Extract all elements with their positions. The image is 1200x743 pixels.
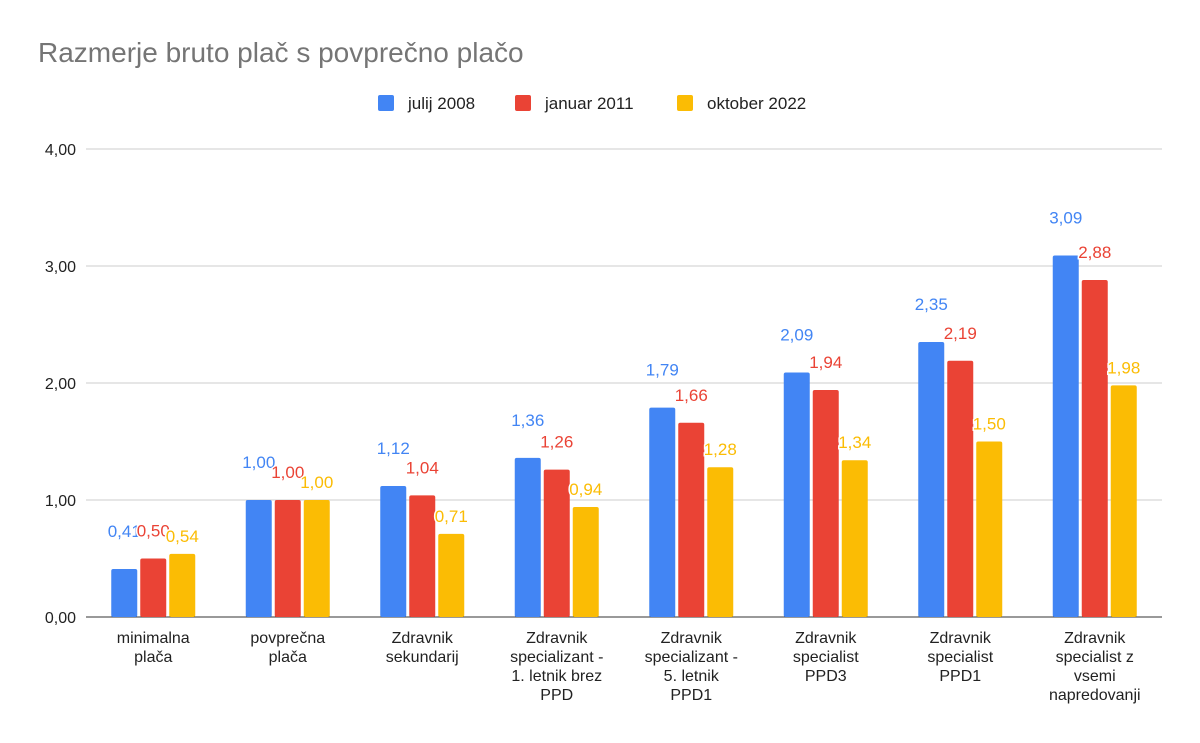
x-category-label: vsemi — [1074, 668, 1116, 685]
x-category-label: specializant - — [645, 649, 738, 666]
data-label: 1,00 — [271, 463, 304, 482]
bar — [274, 500, 301, 617]
bar — [976, 441, 1003, 617]
data-label: 1,00 — [242, 453, 275, 472]
y-tick-label: 2,00 — [45, 376, 76, 393]
bar — [707, 467, 734, 617]
bar — [111, 569, 138, 617]
data-label: 0,50 — [137, 522, 170, 541]
x-category-label: specialist — [793, 649, 859, 666]
data-label: 1,66 — [675, 386, 708, 405]
data-label: 1,00 — [300, 473, 333, 492]
bar — [303, 500, 330, 617]
bar — [783, 372, 810, 617]
bar — [649, 407, 676, 617]
legend-swatch — [677, 95, 693, 111]
x-category-label: PPD1 — [670, 687, 712, 704]
data-label: 1,98 — [1107, 358, 1140, 377]
data-label: 2,88 — [1078, 243, 1111, 262]
bar — [514, 457, 541, 617]
data-label: 3,09 — [1049, 208, 1082, 227]
y-tick-label: 3,00 — [45, 259, 76, 276]
bar — [438, 533, 465, 617]
bar — [1052, 255, 1079, 617]
data-label: 1,79 — [646, 361, 679, 380]
data-label: 1,36 — [511, 411, 544, 430]
x-category-label: plača — [134, 649, 172, 666]
y-tick-label: 4,00 — [45, 142, 76, 159]
x-category-label: Zdravnik — [795, 630, 857, 647]
bar — [140, 558, 167, 617]
x-category-label: specialist z — [1056, 649, 1134, 666]
x-category-label: plača — [269, 649, 307, 666]
x-category-label: PPD1 — [939, 668, 981, 685]
x-category-label: povprečna — [250, 630, 325, 647]
legend-label: oktober 2022 — [707, 94, 806, 113]
data-label: 1,04 — [406, 458, 439, 477]
bar — [543, 469, 570, 617]
bar — [841, 460, 868, 617]
data-label: 2,09 — [780, 325, 813, 344]
data-label: 0,71 — [435, 507, 468, 526]
legend-label: julij 2008 — [407, 94, 475, 113]
bar — [918, 342, 945, 617]
data-label: 2,19 — [944, 324, 977, 343]
data-label: 1,26 — [540, 433, 573, 452]
legend-swatch — [515, 95, 531, 111]
data-label: 0,54 — [166, 527, 199, 546]
x-category-label: Zdravnik — [526, 630, 588, 647]
bar — [1110, 385, 1137, 617]
x-category-label: sekundarij — [386, 649, 459, 666]
chart-title: Razmerje bruto plač s povprečno plačo — [38, 37, 524, 68]
x-category-label: specializant - — [510, 649, 603, 666]
x-category-label: Zdravnik — [661, 630, 723, 647]
x-category-label: Zdravnik — [1064, 630, 1126, 647]
x-category-label: PPD — [540, 687, 573, 704]
data-label: 0,41 — [108, 522, 141, 541]
y-tick-label: 1,00 — [45, 493, 76, 510]
x-category-label: specialist — [927, 649, 993, 666]
bar — [947, 360, 974, 617]
x-category-label: Zdravnik — [392, 630, 454, 647]
bar — [812, 390, 839, 617]
data-label: 2,35 — [915, 295, 948, 314]
x-category-label: PPD3 — [805, 668, 847, 685]
data-label: 1,28 — [704, 440, 737, 459]
bar — [572, 507, 599, 617]
x-category-label: 1. letnik brez — [511, 668, 602, 685]
data-label: 0,94 — [569, 480, 602, 499]
bar — [678, 422, 705, 617]
bar — [169, 553, 196, 617]
data-label: 1,94 — [809, 353, 842, 372]
x-category-label: napredovanji — [1049, 687, 1141, 704]
bar — [245, 500, 272, 617]
bar — [1081, 280, 1108, 617]
bar — [380, 485, 407, 617]
bar — [409, 495, 436, 617]
x-category-label: minimalna — [117, 630, 190, 647]
data-label: 1,50 — [973, 415, 1006, 434]
data-label: 1,34 — [838, 433, 871, 452]
y-tick-label: 0,00 — [45, 610, 76, 627]
legend-swatch — [378, 95, 394, 111]
x-category-label: 5. letnik — [664, 668, 720, 685]
x-category-label: Zdravnik — [930, 630, 992, 647]
legend-label: januar 2011 — [544, 94, 634, 113]
data-label: 1,12 — [377, 439, 410, 458]
